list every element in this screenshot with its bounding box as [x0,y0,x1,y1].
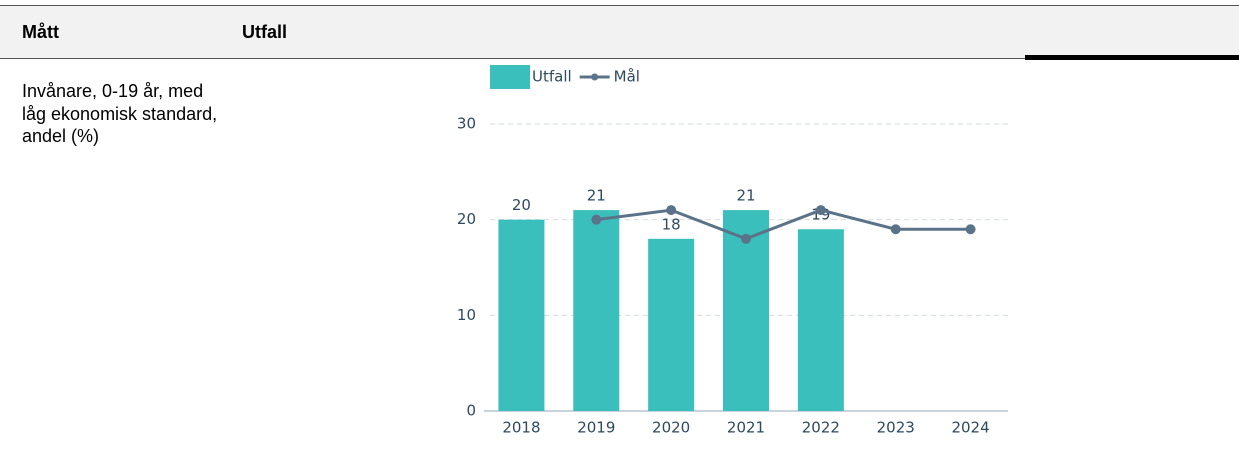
data-label: 21 [736,187,755,205]
legend-label: Utfall [532,68,572,86]
line-point [890,224,901,235]
bar [797,229,844,411]
x-tick-label: 2023 [877,419,915,437]
bar [573,210,620,411]
legend-label: Mål [614,68,640,86]
bar [648,238,695,411]
data-label: 18 [662,215,681,233]
y-tick-label: 10 [457,306,476,324]
column-header: Utfall [242,22,287,42]
line-point [741,233,751,244]
x-tick-label: 2018 [502,419,540,437]
data-label: 20 [512,196,531,214]
legend-swatch [591,73,599,81]
x-tick-label: 2024 [951,419,989,437]
line-point [666,205,677,216]
x-tick-label: 2020 [652,419,690,437]
line [596,208,971,241]
y-tick-label: 30 [457,115,476,133]
y-tick-label: 20 [457,210,476,228]
line-point [591,214,602,225]
column-header: Mått [22,22,59,42]
row-label: Invånare, 0-19 år, med låg ekonomisk sta… [22,81,218,147]
line-point [965,224,976,235]
line-point [815,205,826,216]
bar [498,219,545,411]
x-tick-label: 2021 [727,419,765,437]
table-header: Mått Utfall [0,5,1239,59]
x-tick-label: 2019 [577,419,615,437]
legend-swatch [490,65,530,89]
data-label: 21 [587,187,606,205]
header-rule [1025,55,1239,60]
y-tick-label: 0 [466,402,476,420]
x-tick-label: 2022 [802,419,840,437]
